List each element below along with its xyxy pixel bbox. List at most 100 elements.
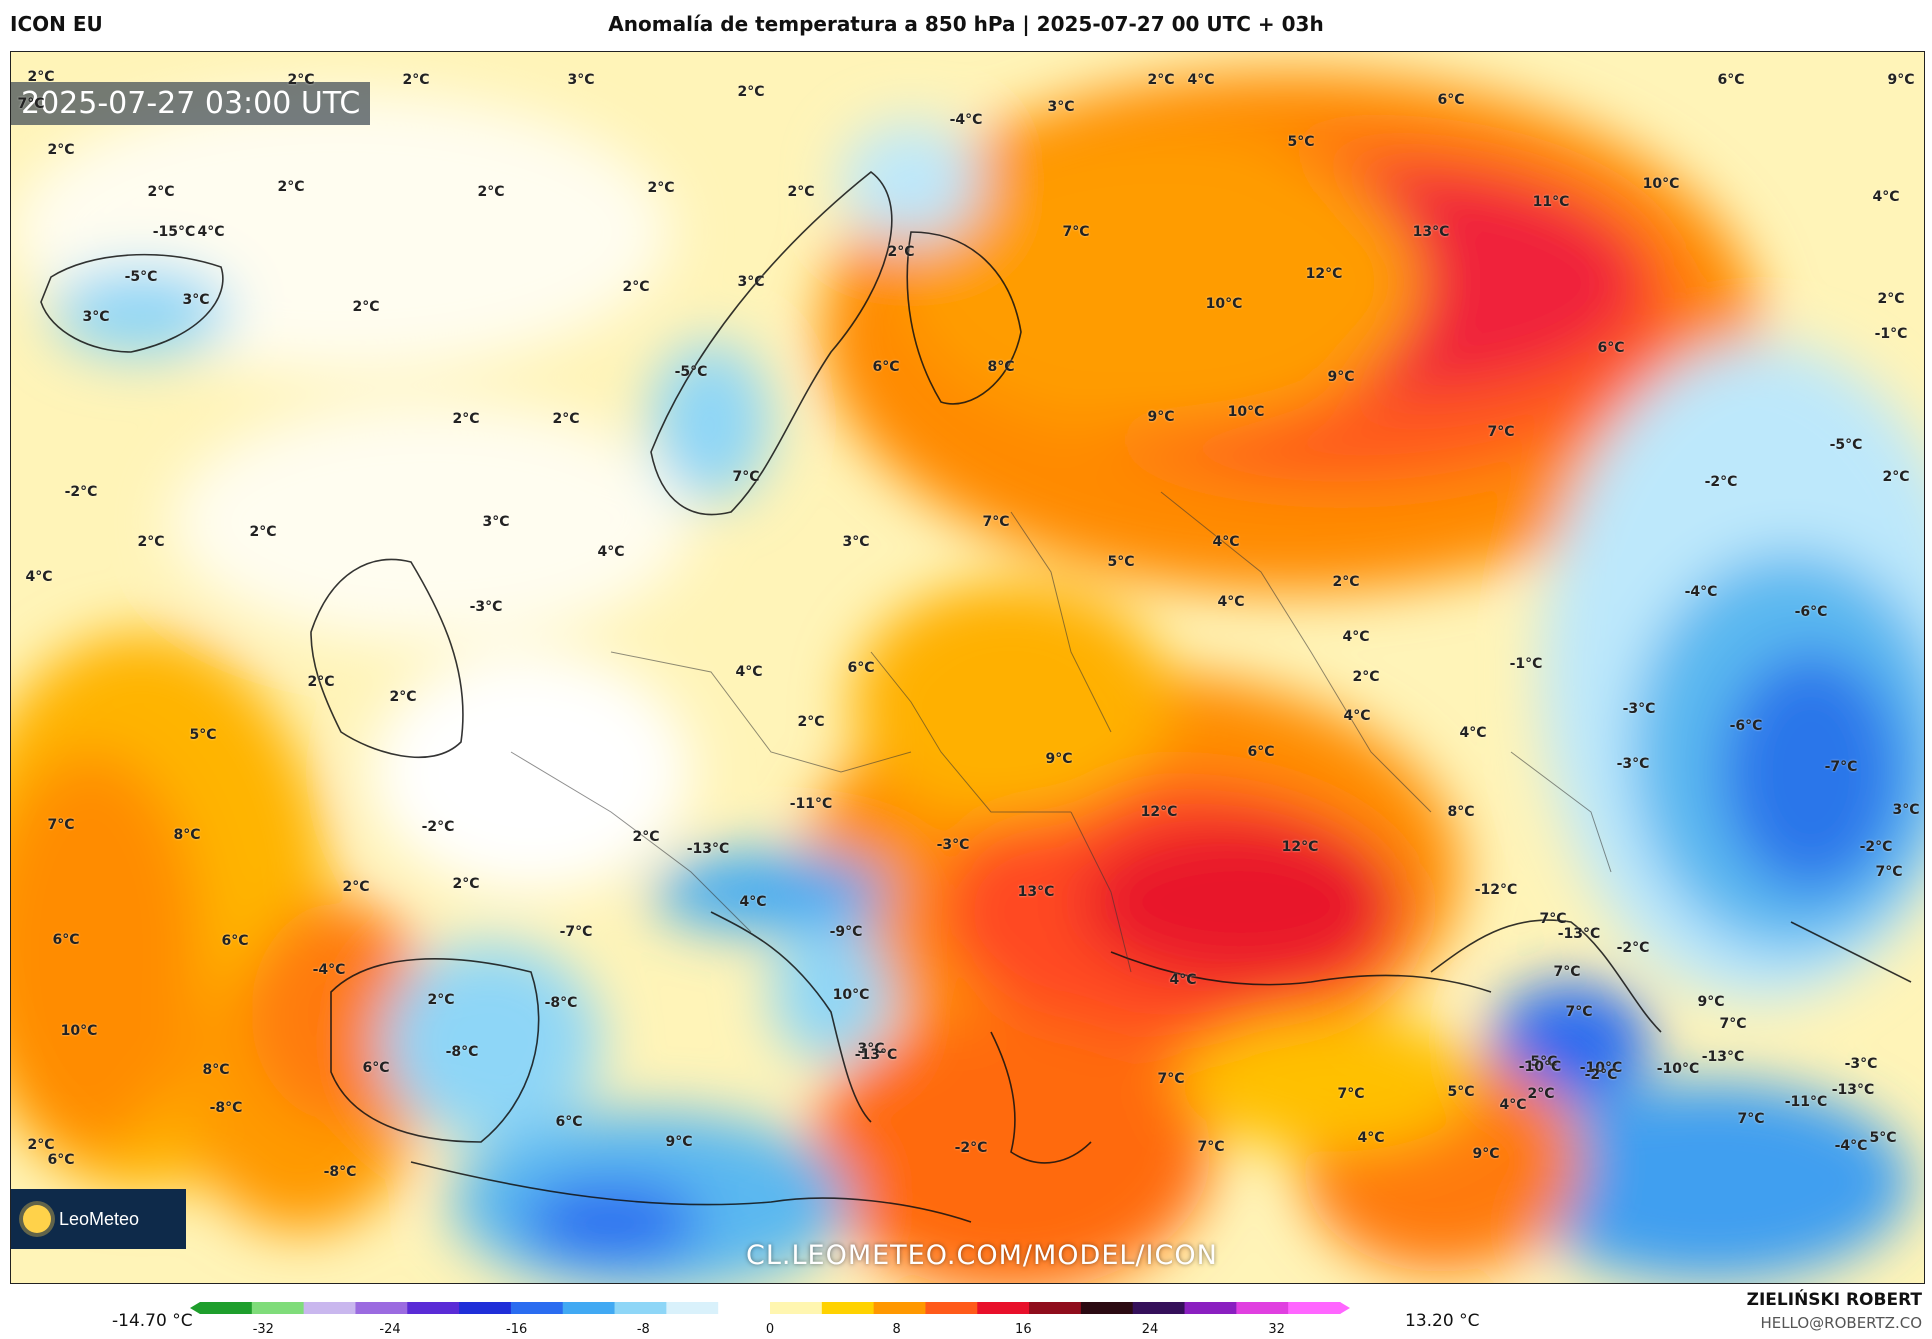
map-panel[interactable]: 2025-07-27 03:00 UTC 2°C 2°C 2°C 3°C 2°C 2°C 4… <box>10 51 1925 1284</box>
temperature-label: 2°C <box>787 184 815 200</box>
temperature-label: 2°C <box>427 992 455 1008</box>
temperature-label: 2°C <box>477 184 505 200</box>
temperature-label: 2°C <box>137 534 165 550</box>
temperature-label: 6°C <box>1717 72 1745 88</box>
temperature-label: -6°C <box>1729 718 1763 734</box>
temperature-label: 2°C <box>287 72 315 88</box>
colorbar-segment <box>614 1302 667 1314</box>
temperature-label: 7°C <box>1062 224 1090 240</box>
author-name: ZIELIŃSKI ROBERT <box>1746 1290 1922 1310</box>
temperature-label: 10°C <box>60 1023 98 1039</box>
temperature-label: 4°C <box>597 544 625 560</box>
temperature-label: -3°C <box>936 837 970 853</box>
temperature-label: -5°C <box>1524 1054 1558 1070</box>
temperature-label: 7°C <box>1197 1139 1225 1155</box>
temperature-label: 6°C <box>1437 92 1465 108</box>
temperature-label: 2°C <box>402 72 430 88</box>
temperature-label: 2°C <box>622 279 650 295</box>
temperature-label: -2°C <box>1859 839 1893 855</box>
temperature-label: -8°C <box>209 1100 243 1116</box>
colorbar-segment <box>1288 1302 1341 1314</box>
temperature-label: 2°C <box>147 184 175 200</box>
colorbar-tick-label: 8 <box>892 1322 901 1337</box>
colorbar-segment <box>925 1302 978 1314</box>
temperature-label: 5°C <box>1287 134 1315 150</box>
temperature-label: 4°C <box>1499 1097 1527 1113</box>
colorbar-tick-label: -32 <box>252 1322 274 1337</box>
colorbar-segment <box>1080 1302 1134 1314</box>
temperature-label: 2°C <box>47 142 75 158</box>
temperature-label: -13°C <box>1831 1082 1875 1098</box>
temperature-label: 3°C <box>482 514 510 530</box>
temperature-label: 3°C <box>1047 99 1075 115</box>
scale-min-label: -14.70 °C <box>112 1311 193 1331</box>
temperature-label: 13°C <box>1412 224 1450 240</box>
temperature-label: 7°C <box>1553 964 1581 980</box>
temperature-label: 4°C <box>1357 1130 1385 1146</box>
temperature-label: 6°C <box>47 1152 75 1168</box>
temperature-label: 2°C <box>249 524 277 540</box>
temperature-label: 2°C <box>647 180 675 196</box>
logo-text: LeoMeteo <box>59 1208 140 1229</box>
temperature-label: -2°C <box>1616 940 1650 956</box>
colorbar-tick-label: 24 <box>1141 1322 1159 1337</box>
temperature-label: 4°C <box>1187 72 1215 88</box>
colorbar-tick-label: 32 <box>1268 1322 1285 1337</box>
temperature-label: 6°C <box>872 359 900 375</box>
temperature-label: 7°C <box>1539 911 1567 927</box>
temperature-label: 4°C <box>1872 189 1900 205</box>
colorbar-segment <box>1184 1302 1237 1314</box>
temperature-label: 5°C <box>189 727 217 743</box>
temperature-label: -2°C <box>421 819 455 835</box>
temperature-label: 6°C <box>1597 340 1625 356</box>
colorbar-segment <box>200 1302 253 1314</box>
temperature-label: 2°C <box>1332 574 1360 590</box>
temperature-label: 2°C <box>307 674 335 690</box>
temperature-label: -3°C <box>1622 701 1656 717</box>
temperature-label: 7°C <box>732 469 760 485</box>
author-email[interactable]: HELLO@ROBERTZ.CO <box>1760 1314 1922 1332</box>
temperature-label: -11°C <box>789 796 833 812</box>
chart-title: Anomalía de temperatura a 850 hPa | 2025… <box>608 12 1324 36</box>
temperature-label: 6°C <box>362 1060 390 1076</box>
temperature-label: 7°C <box>1719 1016 1747 1032</box>
temperature-label: -10°C <box>1579 1060 1623 1076</box>
sun-icon <box>23 1205 51 1233</box>
temperature-label: 2°C <box>389 689 417 705</box>
temperature-label: 9°C <box>1697 994 1725 1010</box>
source-url[interactable]: CL.LEOMETEO.COM/MODEL/ICON <box>746 1240 1218 1271</box>
colorbar-segment <box>1132 1302 1186 1314</box>
colorbar-segment <box>873 1302 926 1314</box>
temperature-label: -10°C <box>1518 1059 1562 1075</box>
temperature-label: 2°C <box>887 244 915 260</box>
temperature-label: 3°C <box>1892 802 1920 818</box>
temperature-label: -13°C <box>854 1047 898 1063</box>
colorbar-segment <box>510 1302 564 1314</box>
colorbar-segment <box>821 1302 875 1314</box>
temperature-label: 7°C <box>1337 1086 1365 1102</box>
temperature-label: 9°C <box>1147 409 1175 425</box>
temperature-label: 2°C <box>797 714 825 730</box>
colorbar-max-arrow <box>1340 1302 1350 1314</box>
temperature-label: -4°C <box>1834 1138 1868 1154</box>
temperature-label: 2°C <box>1527 1086 1555 1102</box>
temperature-label: 4°C <box>1217 594 1245 610</box>
temperature-label: -12°C <box>1474 882 1518 898</box>
temperature-label: 12°C <box>1140 804 1178 820</box>
temperature-label: 7°C <box>982 514 1010 530</box>
temperature-label: 3°C <box>82 309 110 325</box>
temperature-label: 3°C <box>857 1041 885 1057</box>
temperature-label: 10°C <box>1642 176 1680 192</box>
temperature-label: 2°C <box>27 69 55 85</box>
temperature-label: 4°C <box>197 224 225 240</box>
temperature-label: -4°C <box>312 962 346 978</box>
temperature-label: 4°C <box>1342 629 1370 645</box>
temperature-label: 2°C <box>737 84 765 100</box>
temperature-label: -4°C <box>1684 584 1718 600</box>
temperature-label: 4°C <box>1169 972 1197 988</box>
temperature-label: 6°C <box>52 932 80 948</box>
colorbar-segment <box>355 1302 408 1314</box>
temperature-label: 3°C <box>182 292 210 308</box>
colorbar-tick-label: -24 <box>379 1322 401 1337</box>
leometeo-logo[interactable]: LeoMeteo <box>11 1189 186 1249</box>
